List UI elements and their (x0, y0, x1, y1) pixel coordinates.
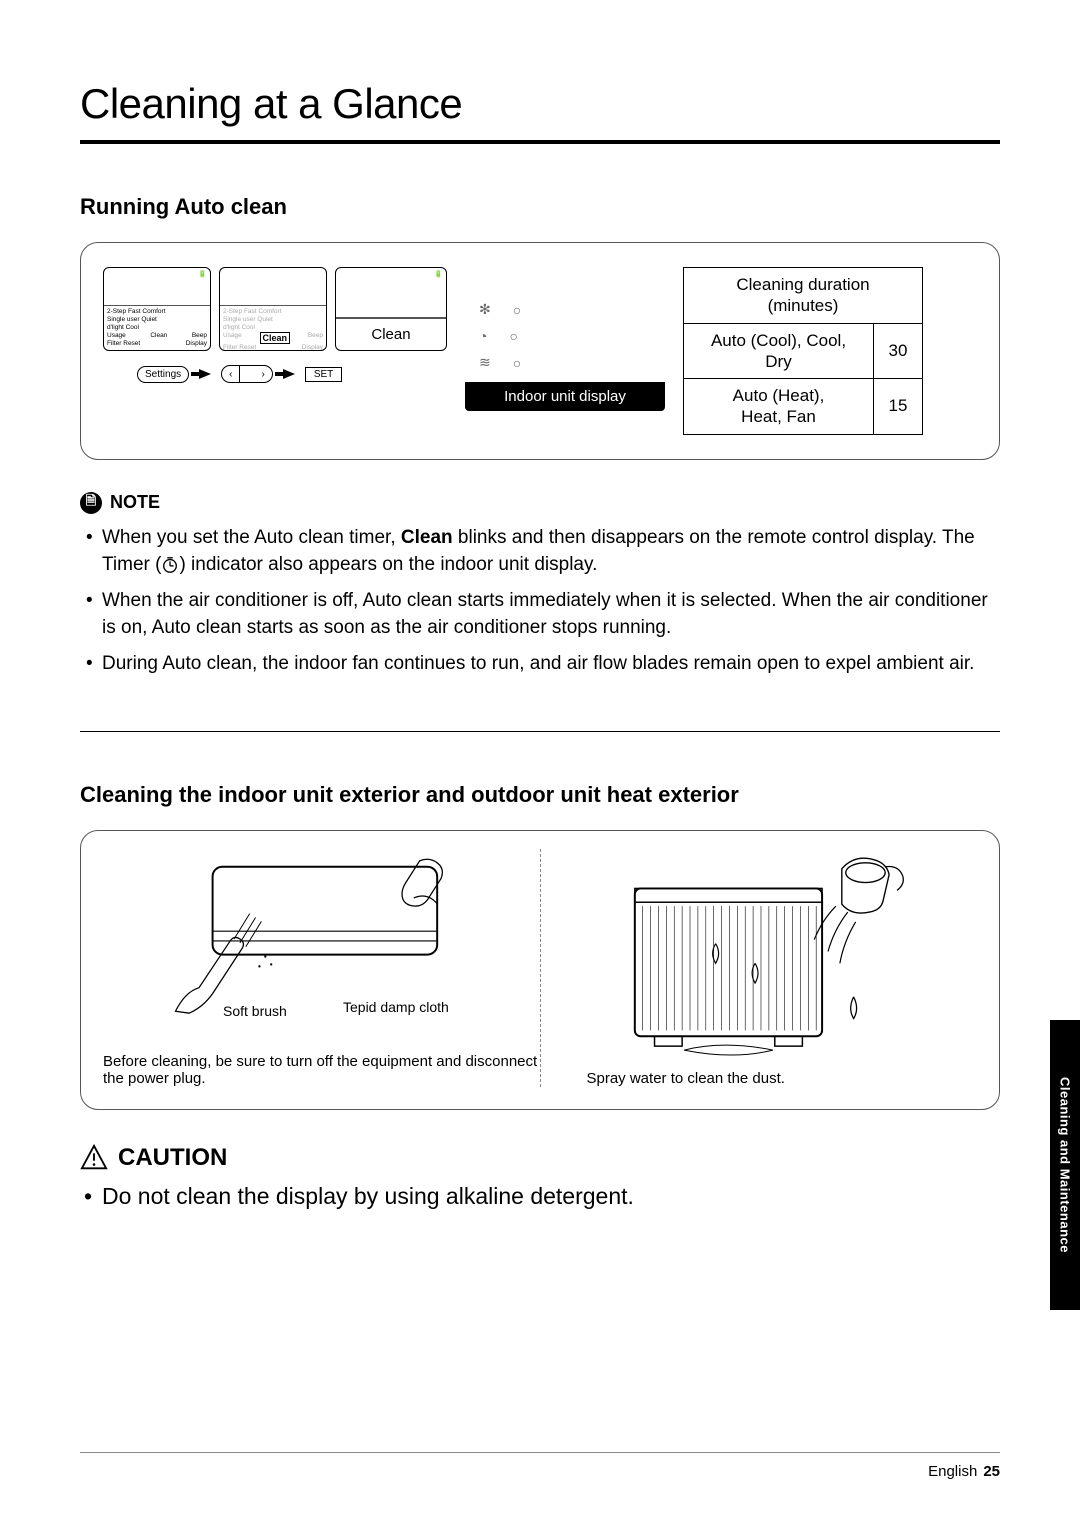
indoor-unit-display: ✻○ ◔○ ≋○ Indoor unit display (465, 290, 665, 411)
duration-table: Cleaning duration (minutes) Auto (Cool),… (683, 267, 923, 435)
timer-icon: ◔ (479, 328, 487, 344)
note-item: When you set the Auto clean timer, Clean… (80, 524, 1000, 579)
note-item: When the air conditioner is off, Auto cl… (80, 587, 1000, 642)
table-header: Cleaning duration (688, 274, 918, 295)
note-icon: 🗎 (80, 492, 102, 514)
note-block: 🗎 NOTE When you set the Auto clean timer… (80, 492, 1000, 678)
page-number: 25 (983, 1463, 1000, 1480)
auto-clean-panel: 🔋 2-Step Fast Comfort Single user Quiet … (80, 242, 1000, 460)
timer-inline-icon (161, 556, 179, 574)
clean-label: Clean (336, 318, 446, 350)
note-label: NOTE (110, 492, 160, 513)
settings-button: Settings (137, 366, 189, 383)
annotation-tepid-cloth: Tepid damp cloth (343, 999, 449, 1015)
note-item: During Auto clean, the indoor fan contin… (80, 650, 1000, 678)
indoor-unit-illustration (160, 855, 480, 1021)
outdoor-unit-illustration (605, 849, 915, 1056)
wave-icon: ≋ (479, 354, 491, 371)
left-caption: Before cleaning, be sure to turn off the… (103, 1053, 538, 1087)
arrow-icon (283, 369, 295, 379)
table-row: Auto (Heat), Heat, Fan 15 (684, 379, 922, 434)
remote-lcd-1: 🔋 2-Step Fast Comfort Single user Quiet … (103, 267, 211, 351)
lang-label: English (928, 1463, 977, 1480)
heading-auto-clean: Running Auto clean (80, 194, 1000, 220)
heading-exterior-clean: Cleaning the indoor unit exterior and ou… (80, 782, 1000, 808)
fan-icon: ✻ (479, 301, 491, 318)
title-rule (80, 140, 1000, 144)
section-rule (80, 731, 1000, 732)
set-button: SET (305, 367, 342, 382)
arrow-icon (199, 369, 211, 379)
caution-icon (80, 1144, 108, 1172)
caution-block: CAUTION Do not clean the display by usin… (80, 1144, 1000, 1212)
nav-prev-next: ‹› (221, 365, 273, 383)
table-header: (minutes) (688, 295, 918, 316)
annotation-soft-brush: Soft brush (223, 1003, 287, 1019)
page-title: Cleaning at a Glance (80, 80, 1000, 128)
exterior-clean-panel: Soft brush Tepid damp cloth Before clean… (80, 830, 1000, 1110)
remote-lcd-3: 🔋 Clean (335, 267, 447, 351)
table-row: Auto (Cool), Cool, Dry 30 (684, 324, 922, 380)
indoor-display-label: Indoor unit display (465, 382, 665, 411)
right-caption: Spray water to clean the dust. (543, 1070, 978, 1087)
caution-item: Do not clean the display by using alkali… (80, 1180, 1000, 1212)
side-tab: Cleaning and Maintenance (1050, 1020, 1080, 1310)
page-footer: English 25 (80, 1452, 1000, 1480)
remote-lcd-2: 2-Step Fast Comfort Single user Quiet d'… (219, 267, 327, 351)
caution-label: CAUTION (118, 1144, 227, 1172)
